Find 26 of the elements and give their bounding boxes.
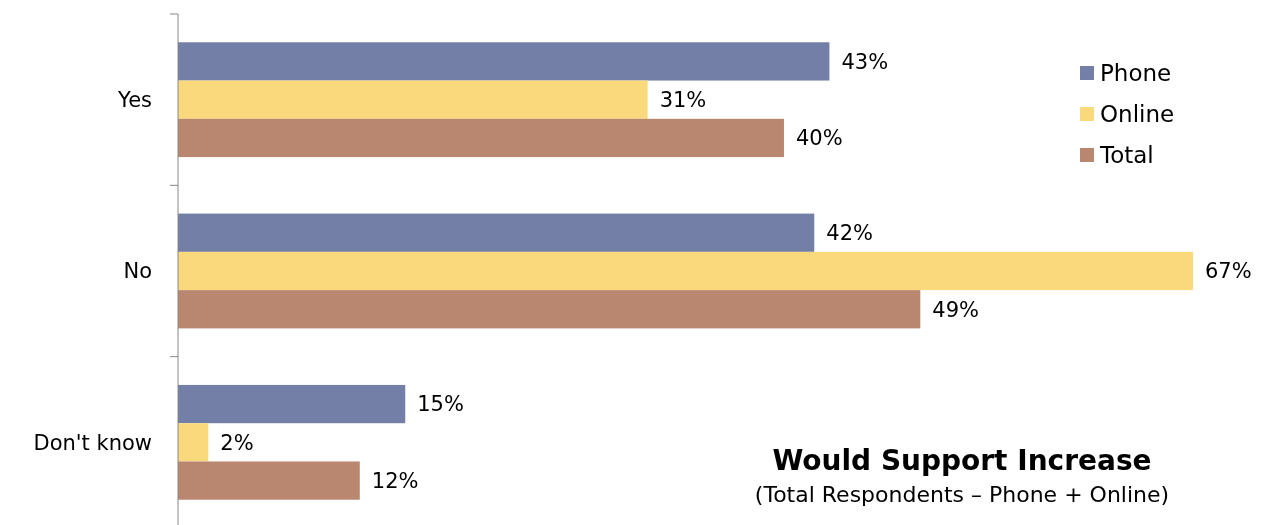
bar: [178, 213, 815, 252]
data-label: 31%: [659, 88, 707, 113]
data-label: 42%: [826, 221, 873, 246]
bar: [178, 80, 648, 119]
bar: [178, 290, 921, 329]
data-label: 2%: [220, 430, 254, 455]
bar: [178, 461, 360, 500]
bar: [178, 42, 830, 81]
bar: [178, 423, 209, 462]
legend-label: Online: [1100, 101, 1175, 128]
data-label: 15%: [417, 392, 464, 417]
data-label: 40%: [795, 126, 843, 151]
data-label: 43%: [841, 49, 889, 74]
bar: [178, 118, 784, 158]
bar: [178, 251, 1193, 291]
y-tick-label: No: [123, 259, 152, 284]
data-label: 67%: [1205, 259, 1252, 284]
legend-label: Total: [1099, 142, 1154, 169]
bar: [178, 384, 406, 424]
text: (Total Respondents – Phone + Online): [754, 481, 1170, 507]
legend-label: Phone: [1100, 60, 1172, 87]
text: Would Support Increase: [772, 443, 1152, 477]
y-tick-label: Yes: [117, 88, 152, 113]
data-label: 12%: [371, 468, 419, 493]
data-label: 49%: [932, 297, 979, 322]
y-tick-label: Don't know: [33, 430, 152, 455]
